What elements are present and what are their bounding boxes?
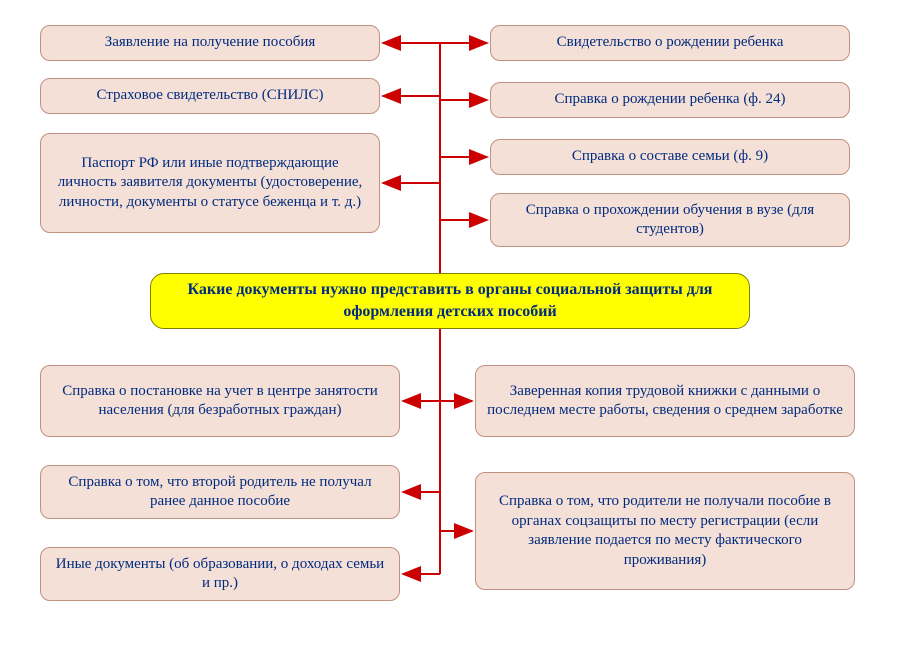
doc-box-bl-0: Справка о постановке на учет в центре за… xyxy=(40,365,400,437)
doc-box-tr-2: Справка о составе семьи (ф. 9) xyxy=(490,139,850,175)
doc-label: Справка о прохождении обучения в вузе (д… xyxy=(501,201,839,240)
doc-label: Заверенная копия трудовой книжки с данны… xyxy=(486,382,844,421)
doc-box-tl-0: Заявление на получение пособия xyxy=(40,25,380,61)
doc-label: Страховое свидетельство (СНИЛС) xyxy=(96,86,323,106)
doc-box-bl-2: Иные документы (об образовании, о дохода… xyxy=(40,547,400,601)
doc-label: Справка о постановке на учет в центре за… xyxy=(51,382,389,421)
doc-box-tl-1: Страховое свидетельство (СНИЛС) xyxy=(40,78,380,114)
doc-label: Справка о том, что родители не получали … xyxy=(486,492,844,570)
doc-box-bl-1: Справка о том, что второй родитель не по… xyxy=(40,465,400,519)
doc-box-br-1: Справка о том, что родители не получали … xyxy=(475,472,855,590)
doc-box-tl-2: Паспорт РФ или иные подтверждающие лично… xyxy=(40,133,380,233)
doc-label: Заявление на получение пособия xyxy=(105,33,316,53)
center-box: Какие документы нужно представить в орга… xyxy=(150,273,750,329)
doc-label: Справка о составе семьи (ф. 9) xyxy=(572,147,768,167)
center-text: Какие документы нужно представить в орга… xyxy=(171,279,729,324)
doc-label: Справка о том, что второй родитель не по… xyxy=(51,473,389,512)
doc-box-br-0: Заверенная копия трудовой книжки с данны… xyxy=(475,365,855,437)
doc-label: Справка о рождении ребенка (ф. 24) xyxy=(554,90,785,110)
doc-label: Паспорт РФ или иные подтверждающие лично… xyxy=(51,154,369,213)
doc-box-tr-3: Справка о прохождении обучения в вузе (д… xyxy=(490,193,850,247)
doc-box-tr-0: Свидетельство о рождении ребенка xyxy=(490,25,850,61)
doc-label: Иные документы (об образовании, о дохода… xyxy=(51,555,389,594)
doc-label: Свидетельство о рождении ребенка xyxy=(557,33,784,53)
doc-box-tr-1: Справка о рождении ребенка (ф. 24) xyxy=(490,82,850,118)
